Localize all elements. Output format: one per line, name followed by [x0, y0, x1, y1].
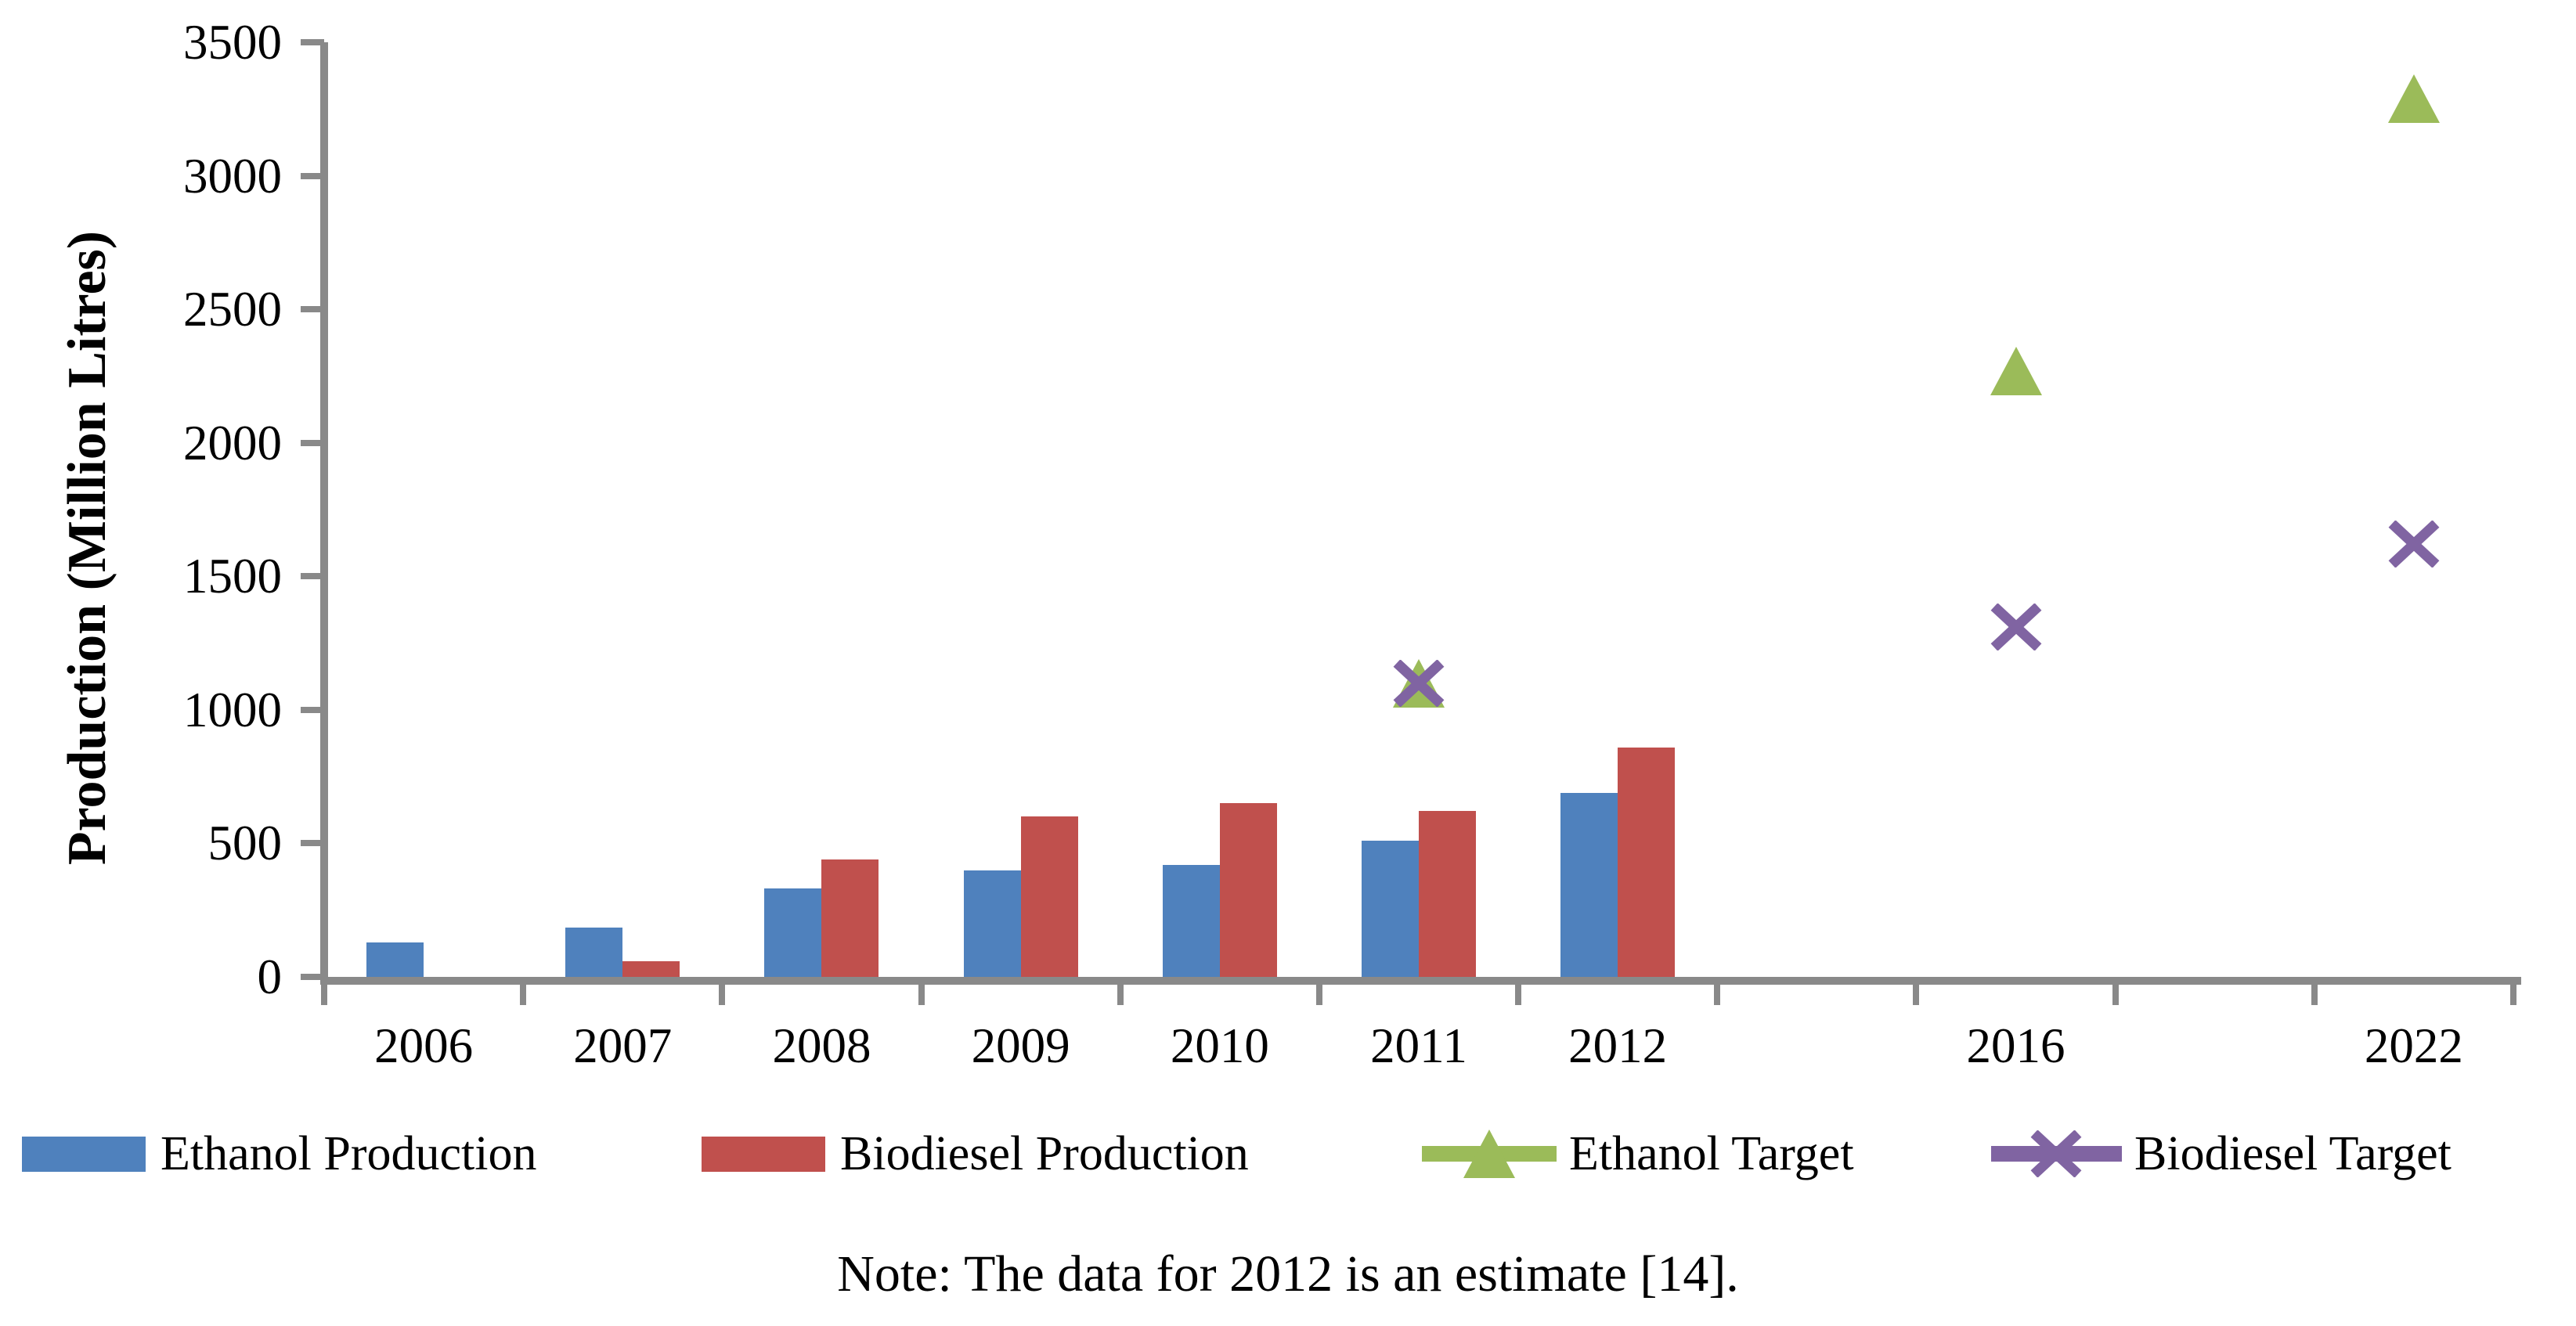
x-axis-line: [320, 977, 2521, 985]
x-tick-label: 2008: [772, 1018, 871, 1073]
bar-ethanol-production: [764, 888, 822, 977]
y-tick-label: 500: [207, 816, 283, 871]
y-tick-label: 1000: [183, 682, 282, 737]
x-tick: [1913, 985, 1920, 1005]
x-tick-label: 2009: [971, 1018, 1070, 1073]
x-marker-2022: [2388, 521, 2440, 568]
x-tick: [1714, 985, 1721, 1005]
y-tick: [301, 306, 324, 313]
y-tick: [301, 840, 324, 847]
x-marker-2011: [1393, 659, 1445, 707]
y-tick: [301, 706, 324, 713]
y-tick: [301, 974, 324, 980]
x-tick-label: 2012: [1568, 1018, 1668, 1073]
x-tick: [321, 985, 327, 1005]
x-tick: [520, 985, 527, 1005]
x-tick-label: 2011: [1370, 1018, 1467, 1073]
y-tick: [301, 573, 324, 580]
x-tick-label: 2016: [1966, 1018, 2065, 1073]
y-tick-label: 2500: [183, 282, 282, 337]
bar-ethanol-production: [565, 927, 623, 977]
x-tick-label: 2022: [2364, 1018, 2463, 1073]
bar-ethanol-production: [963, 870, 1021, 977]
bar-biodiesel-production: [622, 960, 680, 977]
y-tick: [301, 39, 324, 45]
y-tick: [301, 439, 324, 446]
y-tick-label: 1500: [183, 549, 282, 604]
bar-ethanol-production: [1362, 841, 1419, 977]
bar-biodiesel-production: [1020, 816, 1078, 977]
x-tick: [2112, 985, 2119, 1005]
bar-ethanol-production: [366, 942, 424, 977]
footnote: Note: The data for 2012 is an estimate […: [837, 1245, 1739, 1303]
y-tick-label: 2000: [183, 415, 282, 470]
x-tick-label: 2010: [1170, 1018, 1269, 1073]
bar-biodiesel-production: [1419, 811, 1476, 977]
bar-ethanol-production: [1162, 864, 1220, 977]
bar-biodiesel-production: [1618, 747, 1676, 977]
x-tick-label: 2007: [573, 1018, 673, 1073]
triangle-marker-2022: [2387, 74, 2440, 123]
x-tick: [2311, 985, 2318, 1005]
x-tick: [1117, 985, 1124, 1005]
y-axis-line: [320, 42, 328, 985]
bar-biodiesel-production: [821, 859, 879, 977]
x-tick-label: 2006: [374, 1018, 474, 1073]
bar-biodiesel-production: [1219, 803, 1277, 977]
y-tick-label: 3500: [183, 15, 282, 70]
bar-ethanol-production: [1560, 792, 1618, 977]
x-tick: [719, 985, 726, 1005]
triangle-marker-2016: [1990, 346, 2042, 395]
y-tick-label: 3000: [183, 148, 282, 204]
y-tick: [301, 172, 324, 179]
x-tick: [2510, 985, 2516, 1005]
x-tick: [918, 985, 925, 1005]
y-tick-label: 0: [257, 949, 283, 1004]
x-tick: [1315, 985, 1322, 1005]
x-marker-2016: [1990, 604, 2041, 651]
x-tick: [1515, 985, 1522, 1005]
